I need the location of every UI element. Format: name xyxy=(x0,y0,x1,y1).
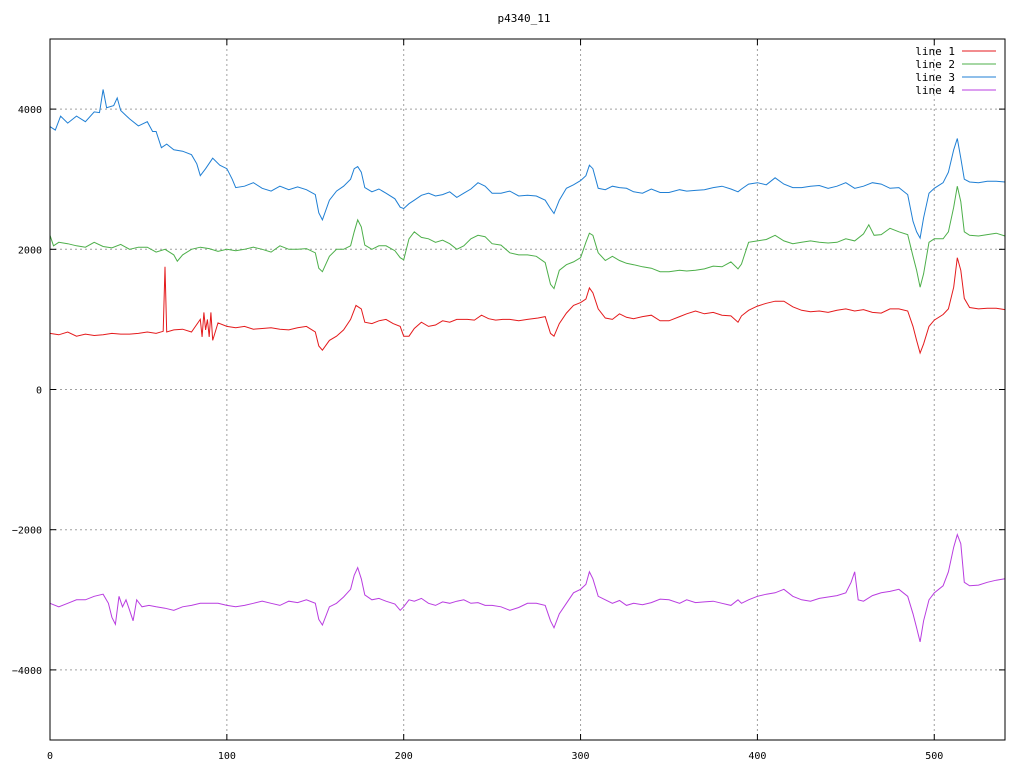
series-line-3 xyxy=(49,89,1006,240)
grid-lines xyxy=(50,39,1005,740)
y-axis-tick-labels: −4000 −2000 0 2000 4000 xyxy=(12,105,42,677)
y-tick-label: −4000 xyxy=(12,666,42,677)
plot-frame xyxy=(49,38,1006,741)
series-lines xyxy=(49,89,1006,643)
x-tick-label: 0 xyxy=(47,751,53,762)
legend-label-3: line 3 xyxy=(915,71,955,84)
y-tick-label: −2000 xyxy=(12,526,42,537)
x-tick-label: 500 xyxy=(925,751,943,762)
legend-label-4: line 4 xyxy=(915,84,955,97)
x-tick-label: 300 xyxy=(572,751,590,762)
y-tick-label: 4000 xyxy=(18,105,42,116)
x-axis-tick-labels: 0 100 200 300 400 500 xyxy=(47,751,943,762)
y-tick-label: 2000 xyxy=(18,245,42,256)
legend-label-2: line 2 xyxy=(915,58,955,71)
x-tick-label: 400 xyxy=(748,751,766,762)
legend-label-1: line 1 xyxy=(915,45,955,58)
series-line-1 xyxy=(49,257,1006,355)
chart-title: p4340_11 xyxy=(498,12,551,25)
y-tick-label: 0 xyxy=(36,386,42,397)
x-tick-label: 100 xyxy=(218,751,236,762)
series-line-2 xyxy=(49,186,1006,290)
x-tick-label: 200 xyxy=(395,751,413,762)
series-line-4 xyxy=(49,533,1006,643)
